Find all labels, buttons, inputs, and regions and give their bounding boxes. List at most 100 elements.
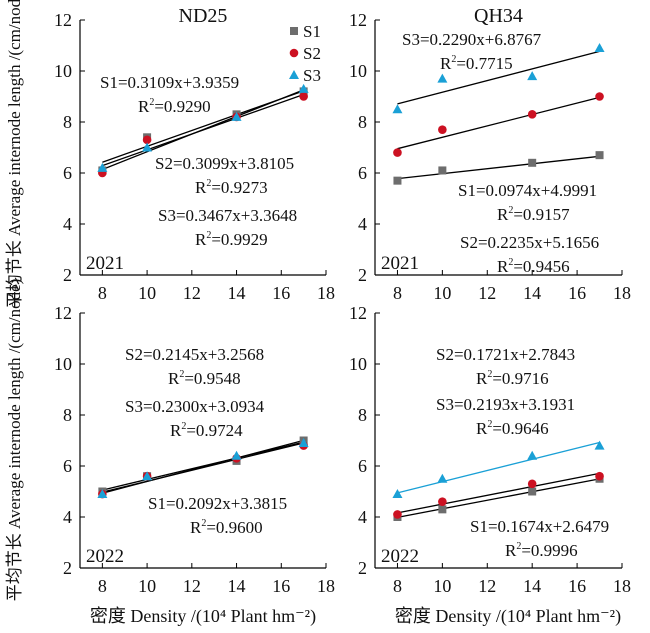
x-tick-label: 18: [317, 576, 335, 596]
year-label: 2022: [86, 546, 124, 567]
point-s3: [594, 440, 605, 450]
point-s3: [392, 104, 403, 114]
year-label: 2021: [381, 253, 419, 274]
point-s2: [393, 510, 402, 519]
y-tick-label: 12: [349, 303, 367, 323]
point-s3: [527, 71, 538, 81]
point-s3: [97, 489, 108, 499]
x-tick-label: 8: [393, 283, 402, 303]
y-tick-label: 2: [358, 265, 367, 285]
x-tick-label: 12: [183, 576, 201, 596]
x-tick-label: 14: [228, 283, 246, 303]
y-tick-label: 4: [358, 507, 367, 527]
legend-label-s3: S3: [303, 66, 321, 85]
equation-s1: S1=0.1674x+2.6479: [470, 517, 609, 536]
x-tick-label: 18: [613, 576, 631, 596]
fit-line-s2: [397, 96, 600, 150]
fit-line-s3: [102, 439, 304, 494]
point-s2: [595, 471, 604, 481]
equation-s2: S2=0.3099x+3.8105: [155, 154, 294, 173]
r2-s2: R2=0.9548: [168, 369, 241, 388]
point-s3: [437, 73, 448, 83]
legend-marker-s2: [289, 48, 299, 58]
panel-4: 2 4 6 8 10 12 8 10 12 14 16 18 2022 S1=0.1674x+2.6479…: [349, 303, 631, 596]
panel-1: 2 4 6 8 10 12 8 10 12 14 16 18 ND25 2021 S1=0.3109x+3.…: [54, 5, 335, 303]
r2-s2: R2=0.9716: [476, 369, 549, 388]
point-s1: [528, 487, 537, 496]
fit-line-s2: [397, 472, 600, 514]
x-tick-label: 8: [98, 576, 107, 596]
y-tick-label: 4: [63, 214, 72, 234]
point-s2: [299, 92, 308, 101]
point-s3: [142, 142, 153, 152]
fit-line-s3: [102, 89, 304, 171]
equation-s2: S2=0.2145x+3.2568: [125, 345, 264, 364]
fit-line-s1: [397, 155, 600, 180]
y-tick-label: 4: [358, 214, 367, 234]
equation-s1: S1=0.2092x+3.3815: [148, 494, 287, 513]
x-tick-label: 14: [228, 576, 246, 596]
y-tick-label: 6: [358, 163, 367, 183]
legend-label-s2: S2: [303, 44, 321, 63]
x-tick-label: 10: [433, 576, 451, 596]
point-s1: [393, 176, 402, 185]
y-tick-label: 4: [63, 507, 72, 527]
point-s2: [595, 92, 604, 101]
y-tick-label: 8: [358, 112, 367, 132]
r2-s2: R2=0.9273: [195, 178, 268, 197]
point-s2: [438, 125, 447, 134]
equation-s3: S3=0.2300x+3.0934: [125, 397, 265, 416]
y-tick-label: 8: [63, 405, 72, 425]
year-label: 2022: [381, 546, 419, 567]
y-tick-label: 10: [54, 61, 72, 81]
y-tick-label: 8: [63, 112, 72, 132]
point-s2: [393, 148, 402, 157]
y-tick-label: 12: [349, 10, 367, 30]
x-tick-label: 12: [478, 576, 496, 596]
r2-s2: R2=0.9456: [497, 257, 570, 276]
equation-s3: S3=0.3467x+3.3648: [158, 206, 297, 225]
point-s1: [528, 158, 537, 167]
y-tick-label: 10: [54, 354, 72, 374]
r2-s1: R2=0.9996: [505, 541, 578, 560]
x-tick-label: 16: [568, 576, 586, 596]
x-tick-label: 18: [613, 283, 631, 303]
point-s3: [298, 83, 309, 93]
point-s1: [438, 166, 447, 175]
r2-s3: R2=0.9724: [170, 421, 243, 440]
y-tick-label: 8: [358, 405, 367, 425]
r2-s3: R2=0.7715: [440, 54, 513, 73]
y-tick-label: 10: [349, 61, 367, 81]
y-tick-label: 12: [54, 10, 72, 30]
y-tick-label: 2: [63, 558, 72, 578]
x-tick-label: 14: [523, 283, 541, 303]
y-tick-label: 12: [54, 303, 72, 323]
x-tick-label: 8: [98, 283, 107, 303]
fit-line-s3: [397, 50, 600, 105]
legend-label-s1: S1: [303, 22, 321, 41]
r2-s1: R2=0.9600: [190, 518, 263, 537]
equation-s2: S2=0.2235x+5.1656: [460, 233, 599, 252]
point-s3: [437, 473, 448, 483]
x-tick-label: 16: [568, 283, 586, 303]
equation-s2: S2=0.1721x+2.7843: [436, 345, 575, 364]
panel-title: ND25: [179, 5, 228, 27]
x-tick-label: 12: [478, 283, 496, 303]
fit-line-s1: [397, 478, 600, 518]
r2-s3: R2=0.9929: [195, 230, 268, 249]
equation-s1: S1=0.0974x+4.9991: [458, 181, 597, 200]
x-tick-label: 16: [272, 283, 290, 303]
point-s3: [298, 438, 309, 448]
equation-s1: S1=0.3109x+3.9359: [100, 73, 239, 92]
y-tick-label: 6: [63, 456, 72, 476]
equation-s3: S3=0.2290x+6.8767: [402, 30, 542, 49]
x-axis-label: 密度 Density /(10⁴ Plant hm⁻²): [395, 606, 621, 627]
panel-2: 2 4 6 8 10 12 8 10 12 14 16 18 QH34 2021 S1=0.0974x+4.…: [349, 5, 631, 303]
point-s2: [527, 479, 537, 489]
y-tick-label: 10: [349, 354, 367, 374]
point-s3: [231, 111, 242, 121]
x-tick-label: 12: [183, 283, 201, 303]
point-s1: [595, 151, 604, 160]
x-tick-label: 10: [138, 576, 156, 596]
